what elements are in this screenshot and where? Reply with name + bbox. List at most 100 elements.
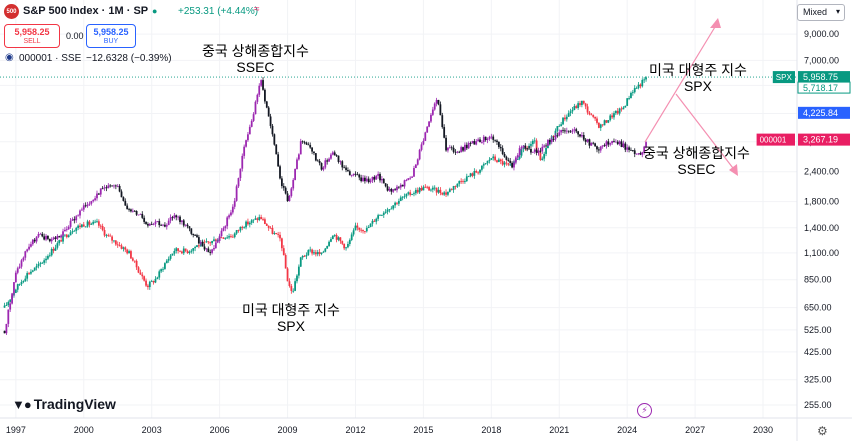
- spx-candle: [624, 105, 627, 108]
- spx-candle: [373, 220, 376, 222]
- tradingview-logo[interactable]: ▼● TradingView: [12, 396, 116, 412]
- annotation-ssec-right: 중국 상해종합지수 SSEC: [643, 145, 750, 177]
- annotation-spx-bottom: 미국 대형주 지수 SPX: [242, 302, 340, 334]
- spx-candle: [71, 231, 74, 233]
- spx-candle: [335, 235, 338, 240]
- ssec-candle: [607, 141, 610, 145]
- ssec-candle: [605, 141, 608, 147]
- ssec-candle: [596, 146, 598, 150]
- ssec-candle: [641, 152, 644, 155]
- spx-candle: [301, 255, 304, 258]
- ssec-candle: [337, 155, 340, 162]
- ssec-candle: [177, 216, 180, 218]
- sell-button[interactable]: 5,958.25 SELL: [4, 24, 60, 48]
- spx-candle: [379, 214, 381, 216]
- ssec-candle: [477, 139, 480, 142]
- ssec-candle: [350, 175, 353, 176]
- spx-candle: [426, 186, 429, 188]
- ssec-candle: [347, 170, 349, 172]
- ssec-candle: [75, 216, 78, 221]
- spx-candle: [47, 256, 49, 259]
- price-tick-label: 325.00: [804, 375, 832, 385]
- ssec-candle: [97, 193, 100, 195]
- spx-candle: [96, 221, 98, 223]
- compare-symbol[interactable]: 000001 · SSE: [19, 53, 82, 64]
- lightning-icon[interactable]: ⚡: [637, 403, 652, 418]
- spx-candle: [486, 160, 489, 164]
- ssec-candle: [354, 173, 357, 175]
- spx-candle: [158, 271, 161, 278]
- ssec-candle: [60, 235, 63, 238]
- ssec-candle: [486, 138, 489, 140]
- spx-candle: [364, 231, 366, 232]
- ssec-candle: [126, 205, 129, 210]
- spx-candle: [475, 171, 478, 173]
- spx-candle: [369, 223, 372, 228]
- spx-candle: [182, 248, 185, 254]
- spx-candle: [31, 270, 34, 272]
- scale-mode-select[interactable]: Mixed ▾: [797, 4, 845, 21]
- spx-candle: [520, 149, 523, 156]
- ssec-candle: [196, 235, 198, 238]
- spx-candle: [599, 124, 602, 128]
- spx-candle: [471, 173, 474, 176]
- spx-candle: [239, 226, 242, 231]
- spx-candle: [290, 286, 293, 291]
- spx-candle: [597, 122, 600, 128]
- spx-candle: [531, 140, 534, 145]
- price-tick-label: 525.00: [804, 325, 832, 335]
- ssec-candle: [575, 129, 578, 132]
- ssec-candle: [507, 159, 510, 161]
- ssec-candle: [77, 215, 80, 217]
- ssec-candle: [258, 85, 261, 95]
- ssec-candle: [456, 151, 459, 153]
- tradingview-mark-icon: ▼●: [12, 397, 32, 412]
- spx-candle: [641, 79, 644, 87]
- ssec-candle: [547, 139, 549, 146]
- ssec-candle: [475, 141, 478, 145]
- spx-candle: [22, 280, 25, 282]
- ssec-candle: [364, 177, 366, 182]
- ssec-candle: [58, 236, 61, 238]
- ssec-candle: [367, 178, 370, 183]
- ssec-candle: [433, 103, 436, 110]
- ssec-candle: [348, 171, 351, 176]
- spx-candle: [133, 260, 136, 262]
- ssec-candle: [388, 189, 391, 191]
- ssec-candle: [452, 147, 455, 152]
- spx-candle: [322, 251, 325, 253]
- ssec-candle: [392, 189, 395, 192]
- ssec-candle: [558, 132, 561, 136]
- spx-candle: [294, 281, 297, 291]
- indicator-wave-icon[interactable]: ≈: [254, 4, 260, 15]
- spx-candle: [465, 176, 468, 182]
- spx-candle: [477, 172, 480, 174]
- ssec-candle: [482, 136, 485, 143]
- spx-candle: [164, 263, 166, 269]
- ssec-candle: [448, 147, 451, 149]
- ssec-candle: [450, 147, 453, 149]
- symbol-title[interactable]: S&P 500 Index · 1M · SP: [23, 5, 149, 17]
- ssec-candle: [252, 114, 255, 121]
- ssec-candle: [492, 136, 495, 140]
- ssec-candle: [135, 210, 138, 215]
- buy-button[interactable]: 5,958.25 BUY: [86, 24, 136, 48]
- ssec-candle: [226, 217, 229, 227]
- ssec-candle: [530, 149, 532, 153]
- ssec-candle: [501, 148, 504, 154]
- spx-candle: [152, 280, 155, 283]
- spx-candle: [545, 148, 547, 154]
- ssec-candle: [92, 200, 95, 202]
- ssec-candle: [592, 142, 595, 144]
- spx-candle: [445, 192, 447, 195]
- gear-icon[interactable]: ⚙: [817, 424, 828, 438]
- spx-candle: [60, 240, 63, 242]
- time-tick-label: 2012: [345, 425, 365, 435]
- spx-candle: [494, 156, 497, 161]
- ssec-candle: [54, 237, 57, 239]
- ssec-candle: [465, 144, 468, 149]
- spx-candle: [28, 273, 30, 274]
- spx-candle: [382, 212, 385, 215]
- spx-candle: [58, 240, 61, 244]
